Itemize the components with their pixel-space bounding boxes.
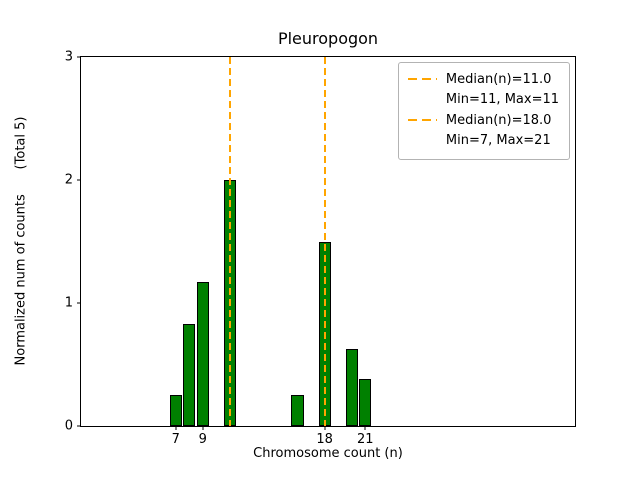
histogram-bar xyxy=(169,395,182,426)
histogram-bar xyxy=(345,348,358,426)
legend-entry: Median(n)=11.0 Min=11, Max=11 xyxy=(407,70,559,110)
legend: Median(n)=11.0 Min=11, Max=11 Median(n)=… xyxy=(397,62,570,160)
median-line xyxy=(228,57,231,426)
legend-label: Median(n)=18.0 Min=7, Max=21 xyxy=(446,111,552,151)
y-tick-label: 3 xyxy=(64,49,73,65)
x-tick-mark xyxy=(364,426,366,430)
histogram-bar xyxy=(291,395,304,426)
dashed-line-sample xyxy=(407,119,437,122)
y-tick-mark xyxy=(77,179,81,181)
legend-line1: Median(n)=11.0 xyxy=(445,72,552,87)
x-tick-mark xyxy=(202,426,204,430)
plot-area: Median(n)=11.0 Min=11, Max=11 Median(n)=… xyxy=(65,50,576,447)
y-tick-label: 1 xyxy=(64,295,73,311)
histogram-bar xyxy=(183,323,196,426)
legend-entry: Median(n)=18.0 Min=7, Max=21 xyxy=(407,111,559,151)
x-tick-label: 18 xyxy=(316,432,333,447)
legend-line1: Median(n)=18.0 xyxy=(445,113,552,129)
x-tick-label: 9 xyxy=(198,432,207,447)
y-tick-mark xyxy=(77,425,81,427)
x-axis-label: Chromosome count (n) xyxy=(253,446,403,461)
legend-label: Median(n)=11.0 Min=11, Max=11 xyxy=(446,70,559,110)
histogram-bar xyxy=(359,379,372,426)
x-tick-mark xyxy=(324,426,326,430)
legend-line2: Min=11, Max=11 xyxy=(445,92,559,108)
x-tick-label: 21 xyxy=(356,432,374,447)
histogram-bar xyxy=(196,282,209,426)
legend-line2: Min=7, Max=21 xyxy=(445,133,551,149)
x-tick-label: 7 xyxy=(171,432,180,447)
y-tick-label: 0 xyxy=(64,418,73,434)
median-line xyxy=(323,57,326,426)
y-tick-mark xyxy=(77,56,81,58)
y-tick-mark xyxy=(77,302,81,304)
chart-title: Pleuropogon xyxy=(277,29,379,48)
x-tick-mark xyxy=(175,426,177,430)
y-axis-label: Normalized num of counts (Total 5) xyxy=(13,116,29,366)
y-tick-label: 2 xyxy=(64,172,73,188)
dashed-line-sample xyxy=(407,78,437,80)
